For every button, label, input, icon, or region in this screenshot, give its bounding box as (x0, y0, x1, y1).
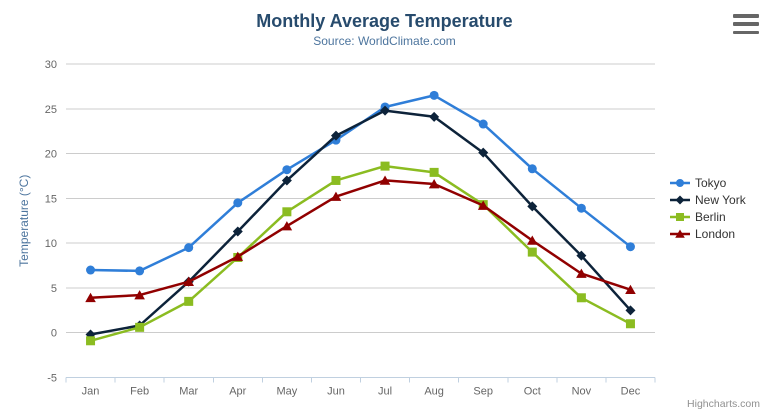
diamond-marker-icon (527, 201, 538, 212)
triangle-marker-icon (281, 221, 293, 231)
context-menu-button[interactable] (733, 14, 759, 34)
y-axis-label: 0 (51, 328, 57, 340)
circle-marker-icon (184, 243, 194, 253)
chart-title: Monthly Average Temperature (256, 11, 513, 31)
x-axis-label: Jul (378, 386, 392, 398)
diamond-marker-icon (330, 130, 341, 141)
diamond-marker-icon (670, 195, 690, 205)
hamburger-icon (733, 14, 759, 18)
series-line (89, 94, 632, 273)
y-axis-title: Temperature (°C) (17, 175, 31, 267)
circle-marker-icon (135, 266, 145, 276)
series-tokyo (86, 90, 635, 276)
series-line (89, 109, 632, 336)
circle-marker-icon (233, 198, 243, 208)
diamond-marker-icon (232, 226, 243, 237)
square-marker-icon (676, 213, 684, 221)
legend-item-tokyo[interactable]: Tokyo (670, 176, 746, 190)
x-axis-label: Sep (473, 386, 493, 398)
square-marker-icon (282, 207, 292, 217)
diamond-marker-icon (576, 250, 587, 261)
triangle-marker-icon (85, 292, 96, 303)
circle-marker-icon (282, 165, 292, 175)
y-axis-label: 15 (45, 193, 57, 205)
circle-marker-icon (670, 179, 690, 187)
diamond-marker-icon (675, 195, 685, 205)
series-line (89, 179, 632, 300)
triangle-marker-icon (576, 268, 587, 278)
square-marker-icon (380, 161, 390, 171)
circle-marker-icon (429, 90, 439, 100)
triangle-marker-icon (428, 179, 440, 189)
legend-label: London (695, 227, 736, 241)
triangle-marker-icon (675, 229, 685, 238)
triangle-marker-icon (625, 284, 636, 295)
square-marker-icon (429, 167, 439, 177)
y-axis-label: -5 (47, 373, 57, 385)
circle-marker-icon (527, 164, 537, 174)
legend-label: Berlin (695, 210, 726, 224)
diamond-marker-icon (281, 175, 292, 186)
triangle-marker-icon (526, 235, 538, 245)
circle-marker-icon (86, 265, 96, 275)
legend-item-london[interactable]: London (670, 227, 746, 241)
y-axis-label: 10 (45, 238, 57, 250)
diamond-marker-icon (380, 105, 391, 116)
legend-label: Tokyo (695, 176, 727, 190)
diamond-marker-icon (429, 111, 440, 122)
hamburger-icon (733, 22, 759, 26)
square-marker-icon (527, 247, 537, 257)
circle-marker-icon (478, 119, 488, 129)
x-axis-label: Nov (572, 386, 592, 398)
x-axis-label: Mar (179, 386, 198, 398)
credits-link[interactable]: Highcharts.com (687, 398, 760, 410)
chart-subtitle: Source: WorldClimate.com (313, 34, 456, 48)
series-new-york (85, 105, 636, 340)
legend-label: New York (695, 193, 746, 207)
legend-item-berlin[interactable]: Berlin (670, 210, 746, 224)
square-marker-icon (86, 336, 96, 346)
legend-item-new-york[interactable]: New York (670, 193, 746, 207)
diamond-marker-icon (625, 305, 636, 316)
square-marker-icon (625, 319, 635, 329)
circle-marker-icon (676, 179, 684, 187)
square-marker-icon (184, 296, 194, 306)
x-axis-label: May (276, 386, 297, 398)
x-axis-label: Jan (82, 386, 100, 398)
y-axis-label: 30 (45, 59, 57, 71)
circle-marker-icon (576, 203, 586, 213)
square-marker-icon (670, 213, 690, 221)
triangle-marker-icon (134, 290, 145, 300)
triangle-marker-icon (232, 251, 244, 261)
x-axis-label: Aug (424, 386, 444, 398)
triangle-marker-icon (670, 229, 690, 238)
triangle-marker-icon (477, 200, 489, 210)
square-marker-icon (135, 322, 145, 332)
x-axis-label: Jun (327, 386, 345, 398)
y-axis-label: 5 (51, 283, 57, 295)
x-axis-label: Feb (130, 386, 149, 398)
series-line (89, 164, 632, 343)
triangle-marker-icon (183, 276, 195, 286)
y-axis-label: 25 (45, 104, 57, 116)
diamond-marker-icon (478, 147, 489, 158)
y-axis-label: 20 (45, 149, 57, 161)
x-axis-label: Dec (621, 386, 641, 398)
x-axis-label: Oct (524, 386, 541, 398)
triangle-marker-icon (379, 175, 391, 185)
triangle-marker-icon (330, 191, 342, 201)
square-marker-icon (576, 293, 586, 303)
series-london (85, 175, 636, 303)
hamburger-icon (733, 30, 759, 34)
x-axis-label: Apr (229, 386, 246, 398)
circle-marker-icon (625, 242, 635, 252)
square-marker-icon (331, 175, 341, 185)
legend: Tokyo New York Berlin London (670, 176, 746, 241)
